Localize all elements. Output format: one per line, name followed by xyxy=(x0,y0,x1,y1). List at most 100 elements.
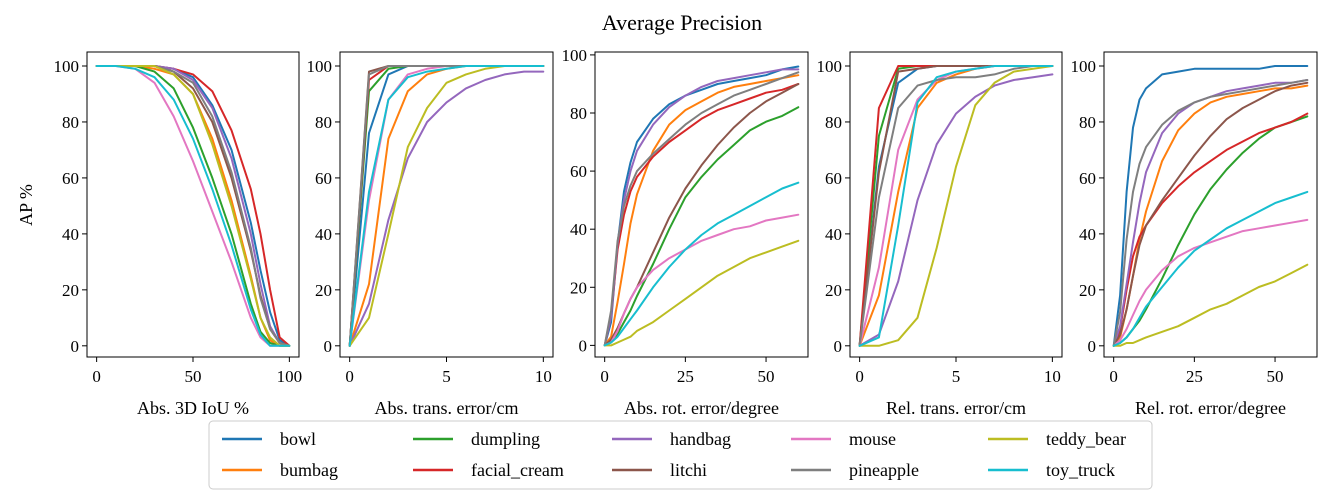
axes-frame xyxy=(849,51,1063,358)
y-tick-label: 80 xyxy=(825,113,842,132)
series-line-teddy-bear xyxy=(858,65,1054,347)
legend-item-teddy-bear: teddy_bear xyxy=(988,429,1126,449)
legend-item-litchi: litchi xyxy=(612,460,707,480)
series-line-bumbag xyxy=(603,74,800,347)
series-line-bowl xyxy=(1112,65,1309,347)
series-line-teddy-bear xyxy=(603,239,800,347)
series-line-pineapple xyxy=(603,71,800,347)
legend-item-handbag: handbag xyxy=(612,429,731,449)
y-tick-label: 40 xyxy=(315,225,332,244)
series-line-toy-truck xyxy=(603,181,800,347)
y-tick-label: 100 xyxy=(1071,57,1097,76)
legend-item-mouse: mouse xyxy=(791,429,896,449)
x-axis-label: Rel. trans. error/cm xyxy=(886,398,1026,418)
series-line-bumbag xyxy=(1112,84,1309,347)
x-tick-label: 50 xyxy=(185,367,202,386)
series-line-handbag xyxy=(348,70,545,347)
legend-item-bumbag: bumbag xyxy=(222,460,338,480)
x-tick-label: 0 xyxy=(1109,367,1118,386)
series-line-bumbag xyxy=(95,65,291,347)
x-tick-label: 25 xyxy=(1186,367,1203,386)
y-tick-label: 40 xyxy=(62,225,79,244)
y-tick-label: 20 xyxy=(1079,281,1096,300)
legend-item-bowl: bowl xyxy=(222,429,316,449)
y-tick-label: 60 xyxy=(315,169,332,188)
legend: bowl bumbag dumpling facial_cream handbag lit… xyxy=(208,420,1153,490)
y-tick-label: 40 xyxy=(825,225,842,244)
legend-item-toy-truck: toy_truck xyxy=(988,460,1115,480)
series-line-facial-cream xyxy=(95,65,291,347)
x-tick-label: 100 xyxy=(277,367,303,386)
y-tick-label: 40 xyxy=(570,220,587,239)
series-line-litchi xyxy=(1112,81,1309,347)
legend-label: facial_cream xyxy=(471,460,564,480)
axes-frame xyxy=(594,51,809,358)
axes-frame xyxy=(339,51,554,358)
x-tick-label: 50 xyxy=(758,367,775,386)
y-tick-label: 40 xyxy=(1079,225,1096,244)
series-line-facial-cream xyxy=(603,83,800,347)
series-line-teddy-bear xyxy=(95,65,291,347)
series-line-handbag xyxy=(1112,79,1309,347)
series-line-bowl xyxy=(95,65,291,347)
series-line-toy-truck xyxy=(348,65,545,347)
series-line-bumbag xyxy=(348,65,545,347)
legend-label: mouse xyxy=(849,429,896,449)
x-tick-label: 0 xyxy=(345,367,354,386)
y-tick-label: 20 xyxy=(825,281,842,300)
y-tick-label: 100 xyxy=(817,57,843,76)
series-line-dumpling xyxy=(603,106,800,347)
series-line-teddy-bear xyxy=(1112,263,1309,347)
x-tick-label: 0 xyxy=(92,367,101,386)
series-line-litchi xyxy=(95,65,291,347)
y-tick-label: 20 xyxy=(62,281,79,300)
legend-item-dumpling: dumpling xyxy=(413,429,540,449)
series-line-litchi xyxy=(603,83,800,347)
x-tick-label: 0 xyxy=(600,367,609,386)
x-tick-label: 10 xyxy=(1044,367,1061,386)
x-axis-label: Abs. rot. error/degree xyxy=(624,398,779,418)
y-tick-label: 0 xyxy=(834,337,843,356)
y-tick-label: 80 xyxy=(1079,113,1096,132)
y-axis-label: AP % xyxy=(16,184,36,226)
y-tick-label: 0 xyxy=(1088,337,1097,356)
legend-label: dumpling xyxy=(471,429,540,449)
legend-label: toy_truck xyxy=(1046,460,1115,480)
legend-label: litchi xyxy=(670,460,707,480)
panel-1: 0 50 100 0 20 40 60 80 100 Abs. 3D IoU % xyxy=(54,51,303,418)
x-tick-label: 10 xyxy=(535,367,552,386)
series-line-mouse xyxy=(603,213,800,347)
y-tick-label: 20 xyxy=(315,281,332,300)
y-tick-label: 0 xyxy=(579,336,588,355)
legend-item-pineapple: pineapple xyxy=(791,460,919,480)
series-line-mouse xyxy=(95,65,291,347)
series-line-mouse xyxy=(858,65,1054,347)
series-line-toy-truck xyxy=(858,65,1054,347)
y-tick-label: 60 xyxy=(825,169,842,188)
y-tick-label: 20 xyxy=(570,278,587,297)
y-tick-label: 60 xyxy=(62,169,79,188)
y-tick-label: 60 xyxy=(570,162,587,181)
series-line-pineapple xyxy=(95,65,291,347)
series-line-toy-truck xyxy=(1112,190,1309,347)
legend-item-facial-cream: facial_cream xyxy=(413,460,564,480)
series-line-handbag xyxy=(95,65,291,347)
y-tick-label: 80 xyxy=(315,113,332,132)
panel-5: 0 25 50 0 20 40 60 80 100 Rel. rot. error/degree xyxy=(1071,51,1318,418)
series-line-mouse xyxy=(1112,218,1309,347)
legend-label: teddy_bear xyxy=(1046,429,1126,449)
figure-title: Average Precision xyxy=(602,10,762,35)
axes-frame xyxy=(1103,51,1318,358)
x-tick-label: 25 xyxy=(677,367,694,386)
series-line-pineapple xyxy=(858,65,1054,347)
panel-3: 0 25 50 0 20 40 60 80 100 Abs. rot. error/degree xyxy=(562,46,809,418)
y-tick-label: 80 xyxy=(570,104,587,123)
legend-label: handbag xyxy=(670,429,731,449)
series-line-handbag xyxy=(858,73,1054,347)
x-tick-label: 5 xyxy=(442,367,451,386)
legend-label: pineapple xyxy=(849,460,919,480)
x-axis-label: Abs. trans. error/cm xyxy=(375,398,519,418)
